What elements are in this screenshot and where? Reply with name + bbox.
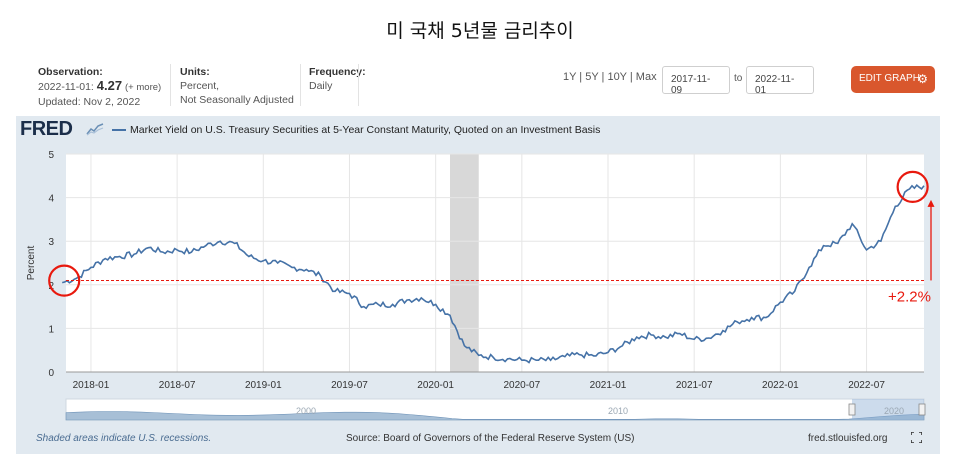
x-tick-label: 2022-07 bbox=[848, 380, 885, 391]
page-title: 미 국채 5년물 금리추이 bbox=[386, 20, 574, 42]
units-line2: Not Seasonally Adjusted bbox=[180, 94, 294, 106]
navigator-left-handle[interactable] bbox=[848, 403, 856, 416]
frequency-label: Frequency: bbox=[309, 66, 366, 78]
y-tick-label: 3 bbox=[48, 237, 54, 248]
frequency-value: Daily bbox=[309, 80, 333, 92]
legend-swatch bbox=[112, 129, 126, 131]
to-label: to bbox=[734, 73, 743, 84]
x-tick-label: 2021-01 bbox=[590, 380, 627, 391]
navigator-label: 2010 bbox=[608, 406, 628, 416]
fullscreen-icon[interactable] bbox=[911, 432, 922, 443]
end-circle-annotation bbox=[896, 170, 929, 203]
y-tick-label: 1 bbox=[48, 324, 54, 335]
y-tick-label: 4 bbox=[48, 194, 54, 205]
updated-date: Updated: Nov 2, 2022 bbox=[38, 96, 141, 108]
x-tick-label: 2020-07 bbox=[503, 380, 540, 391]
plot-background bbox=[66, 154, 924, 372]
units-label: Units: bbox=[180, 66, 210, 78]
x-tick-label: 2020-01 bbox=[417, 380, 454, 391]
units-block: Units: Percent, Not Seasonally Adjusted bbox=[180, 65, 294, 107]
y-axis-label: Percent bbox=[26, 246, 37, 281]
y-tick-label: 5 bbox=[48, 150, 54, 161]
divider bbox=[300, 64, 301, 106]
observation-label: Observation: bbox=[38, 66, 103, 78]
more-link[interactable]: (+ more) bbox=[125, 82, 162, 93]
y-tick-label: 0 bbox=[48, 368, 54, 379]
x-tick-label: 2019-07 bbox=[331, 380, 368, 391]
fred-logo-icon bbox=[86, 123, 104, 136]
date-from-input[interactable]: 2017-11-09 bbox=[662, 66, 730, 96]
fred-logo[interactable]: FRED bbox=[20, 118, 73, 140]
edit-graph-label: EDIT GRAPH bbox=[859, 73, 920, 84]
navigator-label: 2000 bbox=[296, 406, 316, 416]
navigator-series bbox=[65, 411, 925, 421]
observation-value: 4.27 bbox=[96, 78, 123, 93]
observation-date: 2022-11-01: bbox=[38, 81, 94, 93]
chart-panel: FRED Market Yield on U.S. Treasury Secur… bbox=[16, 116, 940, 454]
change-annotation-text: +2.2% bbox=[888, 288, 931, 305]
observation-value-line: 2022-11-01: 4.27 (+ more) bbox=[38, 79, 161, 95]
series-line bbox=[62, 183, 925, 364]
date-to-input[interactable]: 2022-11-01 bbox=[746, 66, 814, 96]
edit-graph-button[interactable]: EDIT GRAPH ⚙ bbox=[851, 66, 935, 93]
recession-shade bbox=[450, 154, 479, 372]
units-line1: Percent, bbox=[180, 80, 220, 92]
start-circle-annotation bbox=[48, 264, 81, 297]
divider bbox=[358, 64, 359, 106]
divider bbox=[170, 64, 171, 106]
site-link[interactable]: fred.stlouisfed.org bbox=[808, 433, 888, 444]
arrow-head bbox=[927, 199, 935, 207]
source-note: Source: Board of Governors of the Federa… bbox=[346, 433, 635, 444]
x-tick-label: 2022-01 bbox=[762, 380, 799, 391]
navigator-label: 2020 bbox=[884, 406, 904, 416]
x-tick-label: 2019-01 bbox=[245, 380, 282, 391]
gear-icon: ⚙ bbox=[917, 72, 928, 86]
recession-note: Shaded areas indicate U.S. recessions. bbox=[36, 433, 212, 444]
x-tick-label: 2018-07 bbox=[159, 380, 196, 391]
x-tick-label: 2021-07 bbox=[676, 380, 713, 391]
navigator-right-handle[interactable] bbox=[918, 403, 926, 416]
navigator-selection bbox=[852, 399, 924, 420]
frequency-block: Frequency: Daily bbox=[309, 65, 366, 93]
observation-block: Observation: 2022-11-01: 4.27 (+ more) U… bbox=[38, 65, 161, 109]
range-links[interactable]: 1Y | 5Y | 10Y | Max bbox=[563, 71, 657, 83]
x-tick-label: 2018-01 bbox=[73, 380, 110, 391]
chart-title: Market Yield on U.S. Treasury Securities… bbox=[130, 124, 601, 136]
